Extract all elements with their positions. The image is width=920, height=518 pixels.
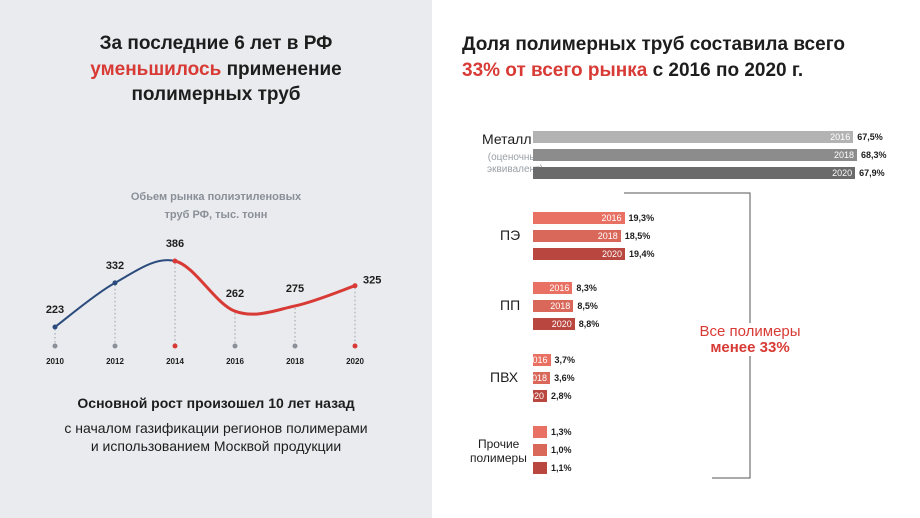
bar-group1-0: 2016 <box>533 212 625 224</box>
right-panel <box>432 0 920 518</box>
axis-dot-2020 <box>352 343 358 349</box>
bar-year-label: 2020 <box>551 319 572 329</box>
bar-value-label: 67,5% <box>857 132 883 142</box>
x-label-2010: 2010 <box>46 357 64 366</box>
point-2020 <box>352 283 358 289</box>
left-bottom-line1: с началом газификации регионов полимерам… <box>64 420 368 436</box>
value-label-2010: 223 <box>46 304 64 316</box>
bar-group4-1 <box>533 444 547 456</box>
bar-year-label: 2016 <box>527 355 548 365</box>
bar-group2-2: 2020 <box>533 318 575 330</box>
axis-dot-2014 <box>172 343 178 349</box>
bar-value-label: 19,4% <box>629 249 655 259</box>
bar-group1-2: 2020 <box>533 248 626 260</box>
left-bottom-bold: Основной рост произошел 10 лет назад <box>77 395 355 411</box>
category-other-line1: Прочие <box>478 437 520 451</box>
bar-value-label: 1,1% <box>551 463 572 473</box>
bar-group4-2 <box>533 462 547 474</box>
left-title-highlight: уменьшилось <box>90 59 222 80</box>
bar-group2-0: 2016 <box>533 282 573 294</box>
bar-group3-2: 2020 <box>524 390 547 402</box>
bar-year-label: 2018 <box>833 150 854 160</box>
polymers-note-line2: менее 33% <box>680 339 820 356</box>
bar-group3-1: 2018 <box>527 372 551 384</box>
bar-value-label: 8,5% <box>577 301 598 311</box>
line-chart-subtitle-line2: труб РФ, тыс. тонн <box>164 209 268 221</box>
line-segment-red <box>174 259 356 316</box>
bar-year-label: 2018 <box>597 231 618 241</box>
left-title-line2-rest: применение <box>221 59 342 80</box>
bar-value-label: 8,8% <box>578 319 600 329</box>
x-label-2018: 2018 <box>286 357 304 366</box>
bar-value-label: 2,8% <box>551 391 572 401</box>
bar-group3-0: 2016 <box>528 354 551 366</box>
left-title-line3: полимерных труб <box>131 84 301 105</box>
value-label-2012: 332 <box>106 260 124 272</box>
left-title-line1: За последние 6 лет в РФ <box>99 33 333 54</box>
bar-group1-1: 2018 <box>533 230 621 242</box>
point-2014 <box>172 258 178 264</box>
right-title-line1: Доля полимерных труб составила всего <box>462 34 845 55</box>
bar-value-label: 1,0% <box>551 445 572 455</box>
value-label-2018: 275 <box>286 283 304 295</box>
axis-dot-2016 <box>232 343 238 349</box>
bar-value-label: 8,3% <box>576 283 597 293</box>
bar-group2-1: 2018 <box>533 300 574 312</box>
category-pe: ПЭ <box>500 227 521 243</box>
bar-year-label: 2020 <box>832 168 853 178</box>
bar-value-label: 68,3% <box>861 150 887 160</box>
point-2012 <box>112 280 118 286</box>
bar-year-label: 2020 <box>601 249 623 259</box>
value-label-2014: 386 <box>166 238 184 250</box>
bar-year-label: 2016 <box>830 132 851 142</box>
bar-value-label: 1,3% <box>551 427 572 437</box>
value-label-2020: 325 <box>363 275 381 287</box>
category-metal-note-line1: (оценочный <box>487 152 543 163</box>
x-label-2016: 2016 <box>226 357 244 366</box>
bar-value-label: 67,9% <box>859 168 885 178</box>
x-label-2012: 2012 <box>106 357 124 366</box>
category-metal-note-line2: эквивалент) <box>487 164 543 175</box>
right-title-line2-rest: с 2016 по 2020 г. <box>647 60 804 81</box>
bar-value-label: 18,5% <box>624 231 651 241</box>
axis-dot-2012 <box>112 343 118 349</box>
left-bottom-line2: и использованием Москвой продукции <box>90 438 342 454</box>
category-other-line2: полимеры <box>470 451 527 465</box>
bar-group4-0 <box>533 426 547 438</box>
axis-dot-2010 <box>52 343 58 349</box>
bar-value-label: 19,3% <box>628 213 655 223</box>
bar-year-label: 2018 <box>527 373 548 383</box>
category-pvc: ПВХ <box>490 369 519 385</box>
x-label-2020: 2020 <box>346 357 364 366</box>
bar-value-label: 3,6% <box>554 373 575 383</box>
point-2010 <box>52 324 58 330</box>
category-pp: ПП <box>500 297 521 313</box>
left-panel <box>0 0 432 518</box>
polymers-note-line1: Все полимеры <box>680 323 820 340</box>
x-label-2014: 2014 <box>166 357 184 366</box>
category-metal: Металл <box>482 131 532 147</box>
right-title-line2: 33% от всего рынка с 2016 по 2020 г. <box>462 59 803 83</box>
value-label-2016: 262 <box>226 288 244 300</box>
left-title-line2: уменьшилось применение <box>0 58 432 82</box>
bar-group0-1: 2018 <box>533 149 857 161</box>
bar-group0-2: 2020 <box>533 167 856 179</box>
right-title-highlight: 33% от всего рынка <box>462 60 648 81</box>
line-chart: 2010 223 2012 332 2014 386 2016 262 2018 275 2020 3… <box>46 238 382 366</box>
bar-year-label: 2016 <box>601 213 622 223</box>
bar-year-label: 2016 <box>549 283 570 293</box>
line-chart-subtitle-line1: Обьем рынка полиэтиленовых <box>130 191 302 203</box>
bar-year-label: 2018 <box>550 301 571 311</box>
axis-dot-2018 <box>292 343 298 349</box>
bar-value-label: 3,7% <box>554 355 576 365</box>
bar-year-label: 2020 <box>523 391 544 401</box>
bar-group0-0: 2016 <box>533 131 854 143</box>
